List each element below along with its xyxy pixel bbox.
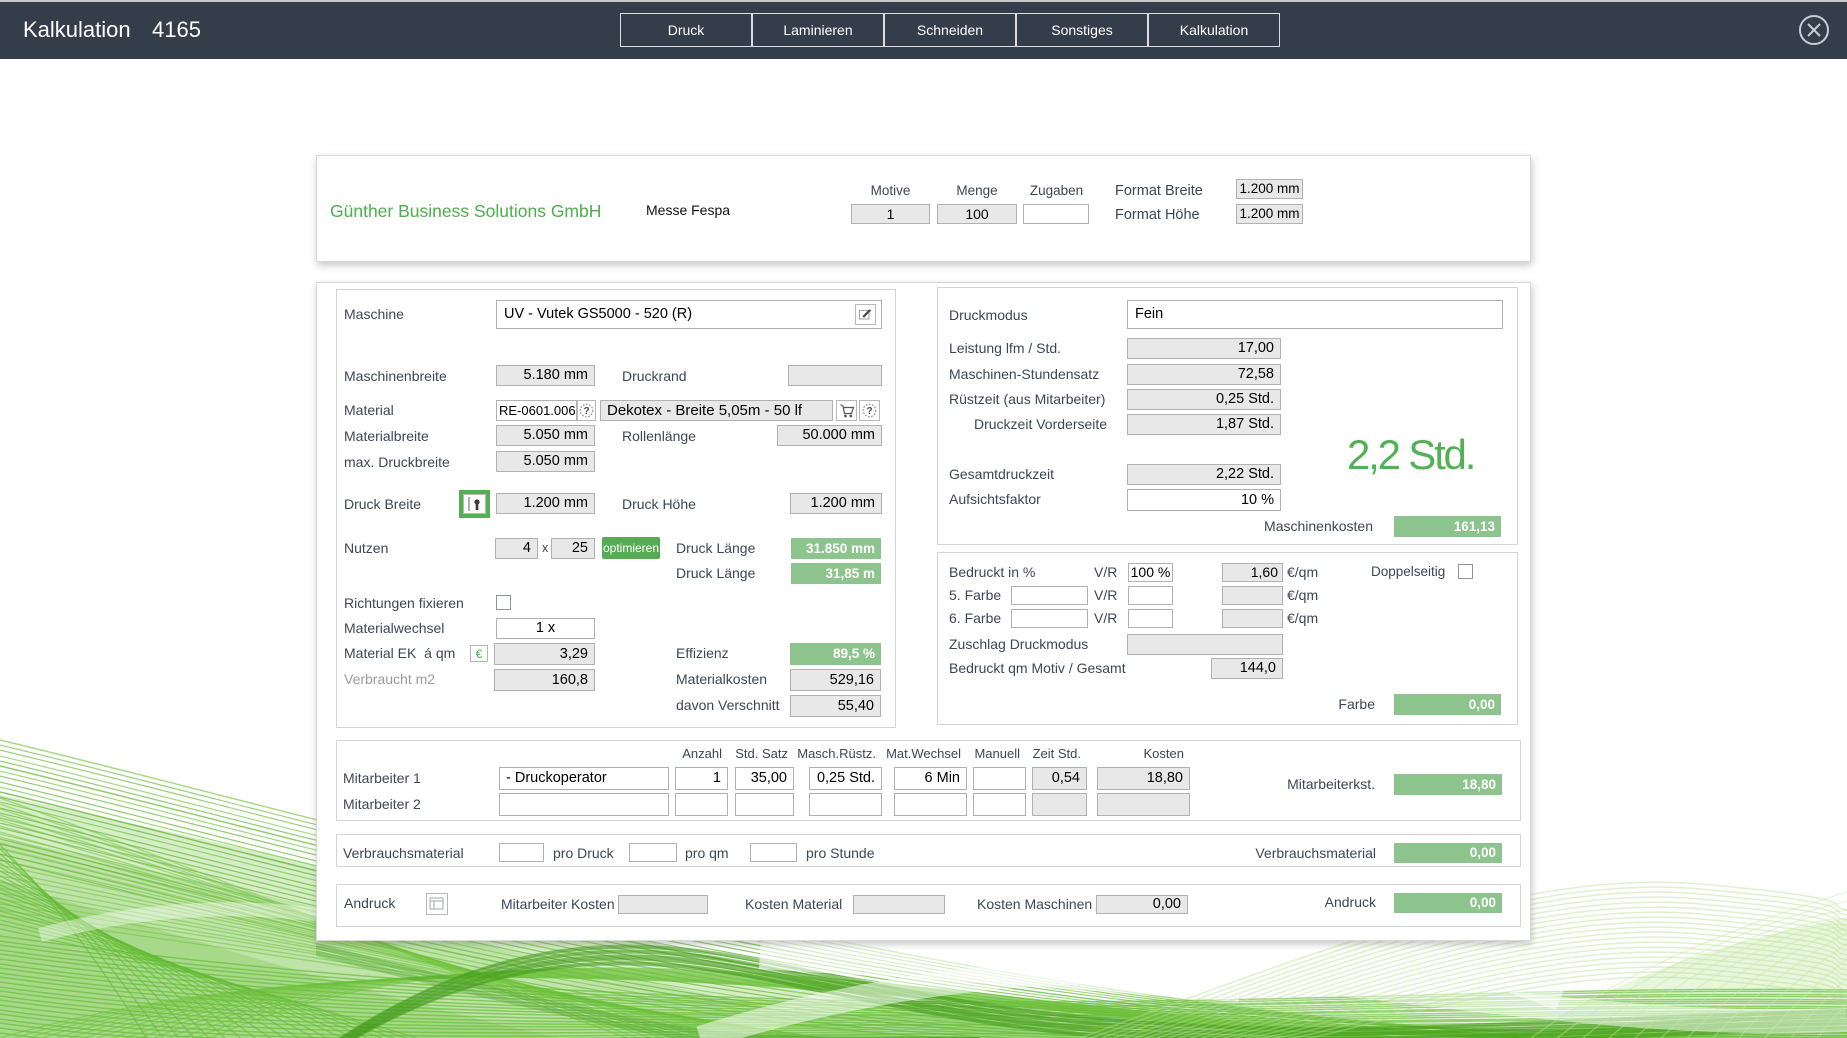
svg-text:?: ? — [583, 406, 589, 417]
svg-text:?: ? — [866, 406, 872, 417]
